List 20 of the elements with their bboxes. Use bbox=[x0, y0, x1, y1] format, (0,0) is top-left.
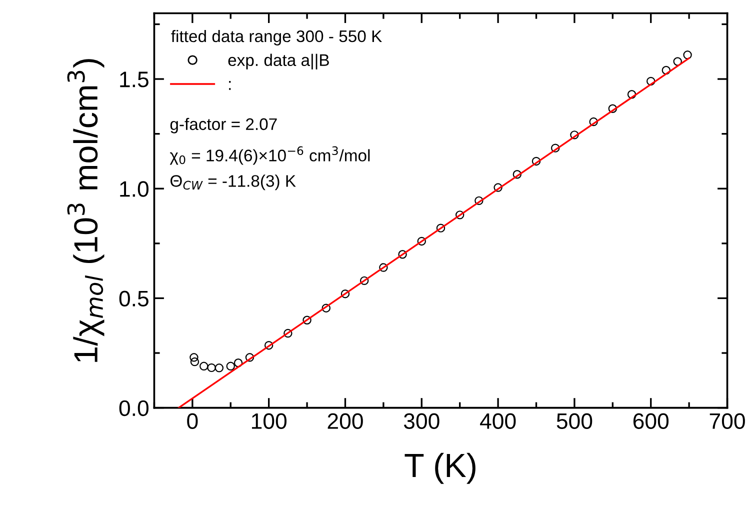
y-tick-label: 1.0 bbox=[120, 181, 148, 197]
legend-label: exp. data a||B bbox=[228, 54, 329, 70]
x-tick-label: 500 bbox=[556, 413, 592, 429]
annotation: g-factor = 2.07 bbox=[170, 118, 277, 134]
x-tick-label: 0 bbox=[187, 413, 198, 429]
y-tick-label: 0.5 bbox=[119, 290, 148, 306]
x-axis-title: T (K) bbox=[404, 452, 476, 484]
legend-label: : bbox=[229, 81, 231, 90]
x-tick-label: 400 bbox=[480, 413, 516, 429]
legend-title: fitted data range 300 - 550 K bbox=[171, 30, 382, 46]
x-tick-label: 300 bbox=[404, 413, 440, 429]
annotation: χ$_{0}$ = 19.4(6)×10$^{−6}$ cm$^{3}$/mol bbox=[170, 146, 370, 165]
x-tick-label: 700 bbox=[710, 413, 745, 429]
y-tick-label: 0.0 bbox=[119, 400, 148, 416]
x-tick-label: 200 bbox=[328, 413, 363, 429]
y-tick-label: 1.5 bbox=[120, 72, 148, 88]
annotation: Θ$_{CW}$ = -11.8(3) K bbox=[170, 174, 296, 190]
x-tick-label: 600 bbox=[633, 413, 669, 429]
x-tick-label: 100 bbox=[252, 413, 287, 429]
y-axis-title: 1/χ$_{mol}$ (10$^{3}$ mol/cm$^{3}$) bbox=[67, 59, 104, 362]
